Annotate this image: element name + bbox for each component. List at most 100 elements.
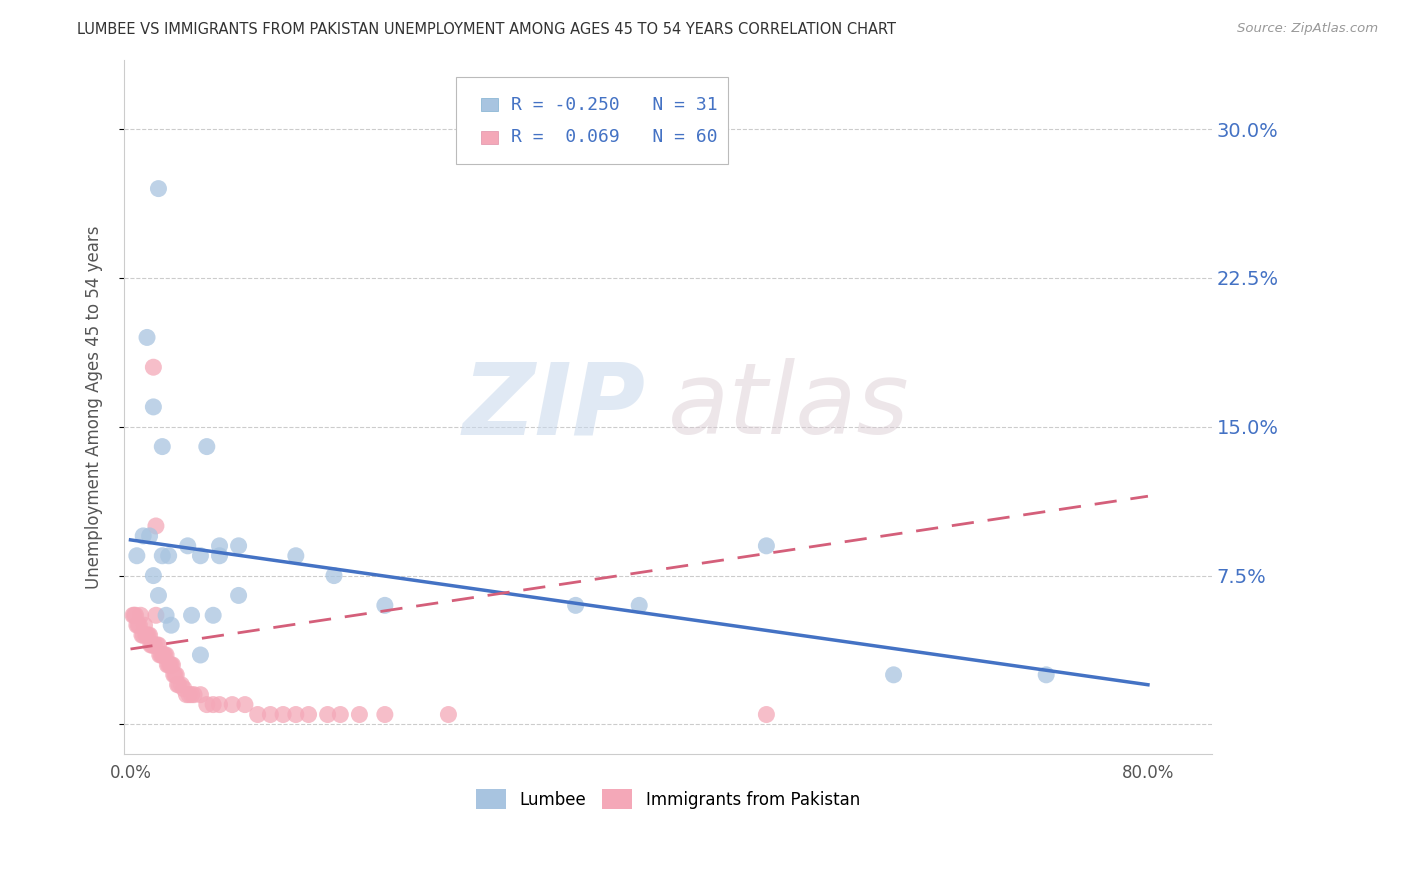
Legend: Lumbee, Immigrants from Pakistan: Lumbee, Immigrants from Pakistan [470,783,866,815]
Point [208,698,231,712]
Point [374,599,396,613]
Point [160,618,183,632]
Point [148,589,170,603]
Point [127,618,149,632]
Point [195,440,218,454]
Point [202,698,225,712]
Point [145,608,167,623]
Y-axis label: Unemployment Among Ages 45 to 54 years: Unemployment Among Ages 45 to 54 years [86,225,103,589]
Point [246,707,269,722]
FancyBboxPatch shape [481,98,498,111]
Point [145,519,167,533]
Point [125,549,148,563]
Point [150,648,173,662]
Point [170,678,193,692]
Point [138,529,160,543]
Point [142,568,165,582]
Point [159,657,181,672]
Point [141,638,163,652]
Point [349,707,371,722]
Text: R =  0.069   N = 60: R = 0.069 N = 60 [512,128,718,146]
Point [150,440,173,454]
FancyBboxPatch shape [481,131,498,144]
Point [284,549,307,563]
Text: Source: ZipAtlas.com: Source: ZipAtlas.com [1237,22,1378,36]
Text: LUMBEE VS IMMIGRANTS FROM PAKISTAN UNEMPLOYMENT AMONG AGES 45 TO 54 YEARS CORREL: LUMBEE VS IMMIGRANTS FROM PAKISTAN UNEMP… [77,22,897,37]
Point [156,657,179,672]
Point [180,608,202,623]
Point [271,707,294,722]
Point [139,638,162,652]
Point [124,608,146,623]
Point [136,628,159,642]
Point [135,628,157,642]
Point [142,400,165,414]
Point [180,688,202,702]
Point [166,678,188,692]
Point [143,638,166,652]
Point [323,568,346,582]
Point [177,539,200,553]
Point [149,648,172,662]
Point [437,707,460,722]
Point [165,668,187,682]
Point [177,688,200,702]
Point [755,539,778,553]
Point [195,698,218,712]
Point [134,618,156,632]
Point [132,529,155,543]
Point [157,549,180,563]
Point [202,608,225,623]
Point [142,360,165,375]
Text: atlas: atlas [668,359,910,456]
Point [297,707,319,722]
Point [233,698,256,712]
Point [131,628,153,642]
Text: R = -0.250   N = 31: R = -0.250 N = 31 [512,95,718,114]
Point [883,668,905,682]
Point [1035,668,1057,682]
Point [136,330,159,344]
Point [163,668,186,682]
Point [190,688,212,702]
Point [150,648,173,662]
FancyBboxPatch shape [456,77,728,164]
Point [228,589,250,603]
Point [157,657,180,672]
Point [124,608,146,623]
Point [128,618,150,632]
Point [183,688,205,702]
Point [221,698,243,712]
Point [150,549,173,563]
Point [259,707,281,722]
Point [176,688,198,702]
Point [153,648,176,662]
Point [132,628,155,642]
Point [148,181,170,195]
Point [208,549,231,563]
Point [136,628,159,642]
Point [152,648,174,662]
Point [129,608,152,623]
Point [173,681,195,696]
Point [138,628,160,642]
Point [208,539,231,553]
Point [163,668,186,682]
Point [329,707,352,722]
Point [316,707,339,722]
Point [564,599,586,613]
Point [148,638,170,652]
Point [284,707,307,722]
Point [162,657,184,672]
Point [628,599,651,613]
Point [142,638,165,652]
Text: ZIP: ZIP [463,359,647,456]
Point [190,549,212,563]
Point [155,648,177,662]
Point [155,608,177,623]
Point [755,707,778,722]
Point [125,618,148,632]
Point [146,638,169,652]
Point [160,657,183,672]
Point [122,608,145,623]
